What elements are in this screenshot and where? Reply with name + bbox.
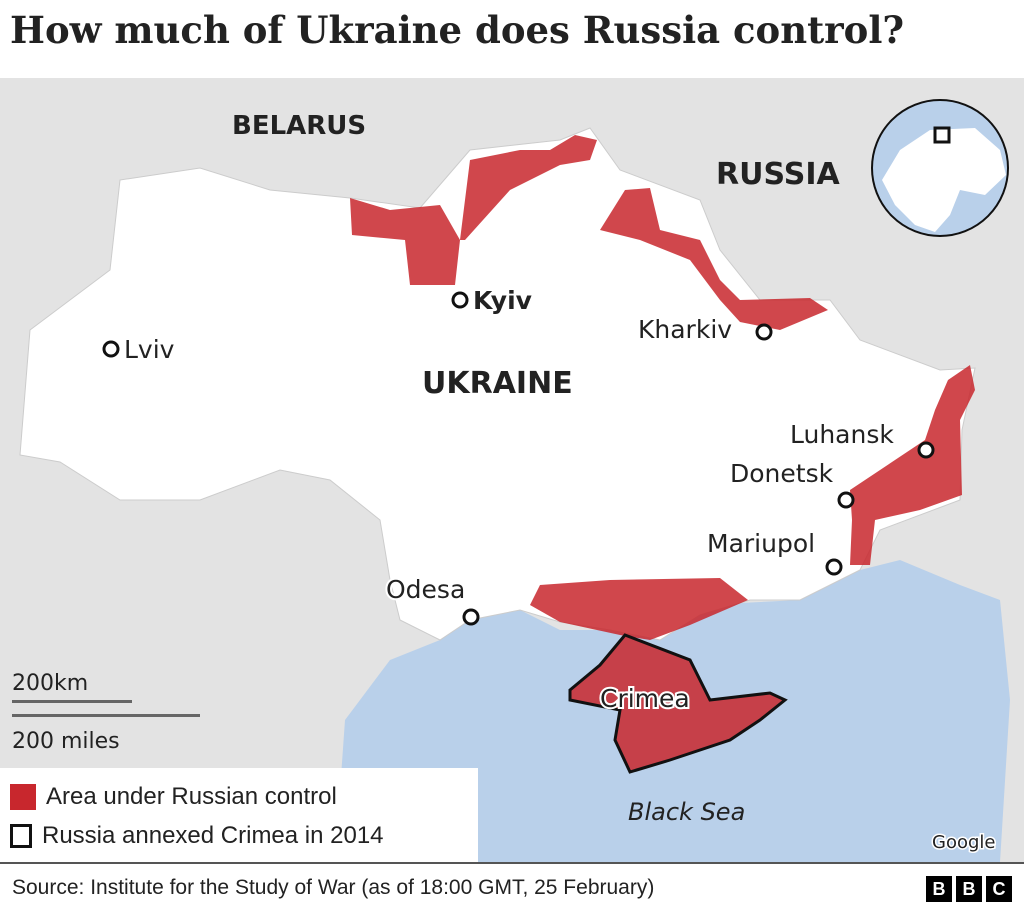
location-box (933, 126, 951, 144)
logo-letter: B (956, 876, 982, 902)
source-text: Source: Institute for the Study of War (… (12, 876, 655, 899)
city-marker-lviv (102, 340, 120, 358)
control-area-crimea (568, 633, 788, 774)
legend-label: Area under Russian control (46, 783, 337, 810)
logo-letter: C (986, 876, 1012, 902)
globe-inset (871, 99, 1009, 237)
label-belarus: BELARUS (232, 111, 366, 141)
russian-control-areas (350, 135, 975, 774)
city-marker-odesa (462, 608, 480, 626)
control-area-chernihiv (460, 135, 597, 240)
footer: Source: Institute for the Study of War (… (0, 862, 1024, 912)
region-label-crimea: Crimea (600, 684, 690, 713)
legend: Area under Russian control Russia annexe… (0, 768, 478, 862)
city-markers (102, 291, 935, 626)
city-label-lviv: Lviv (124, 335, 175, 364)
control-area-north-west (350, 198, 460, 285)
legend-swatch-outline (10, 824, 32, 848)
city-label-kyiv: Kyiv (473, 286, 532, 315)
scale-miles-label: 200 miles (12, 729, 120, 754)
legend-item-russian-control: Area under Russian control (10, 783, 337, 811)
bbc-logo: B B C (926, 876, 1012, 902)
legend-label: Russia annexed Crimea in 2014 (42, 822, 384, 849)
map: BELARUS RUSSIA UKRAINE Kyiv Lviv Kharkiv… (0, 78, 1024, 862)
control-area-south (530, 578, 748, 640)
label-russia: RUSSIA (716, 157, 840, 192)
city-marker-donetsk (837, 491, 855, 509)
city-label-odesa: Odesa (386, 575, 465, 604)
logo-letter: B (926, 876, 952, 902)
city-marker-kharkiv (755, 323, 773, 341)
city-marker-kyiv (451, 291, 469, 309)
legend-swatch-red (10, 784, 36, 810)
city-marker-luhansk (917, 441, 935, 459)
scale-km-label: 200km (12, 671, 88, 696)
scale-bar-km (12, 700, 132, 703)
label-ukraine: UKRAINE (422, 366, 573, 401)
city-label-luhansk: Luhansk (790, 420, 894, 449)
legend-item-crimea-annexed: Russia annexed Crimea in 2014 (10, 822, 384, 850)
ukraine-territory (19, 127, 976, 641)
city-label-donetsk: Donetsk (730, 459, 834, 488)
sea-label: Black Sea (628, 798, 745, 826)
page-title: How much of Ukraine does Russia control? (10, 8, 905, 52)
attribution: Google (932, 832, 995, 853)
city-label-kharkiv: Kharkiv (638, 315, 732, 344)
scale-bar-miles (12, 714, 200, 717)
city-label-mariupol: Mariupol (707, 529, 815, 558)
control-area-donbas (850, 365, 975, 565)
control-area-sumy-kharkiv (600, 188, 828, 330)
city-marker-mariupol (825, 558, 843, 576)
